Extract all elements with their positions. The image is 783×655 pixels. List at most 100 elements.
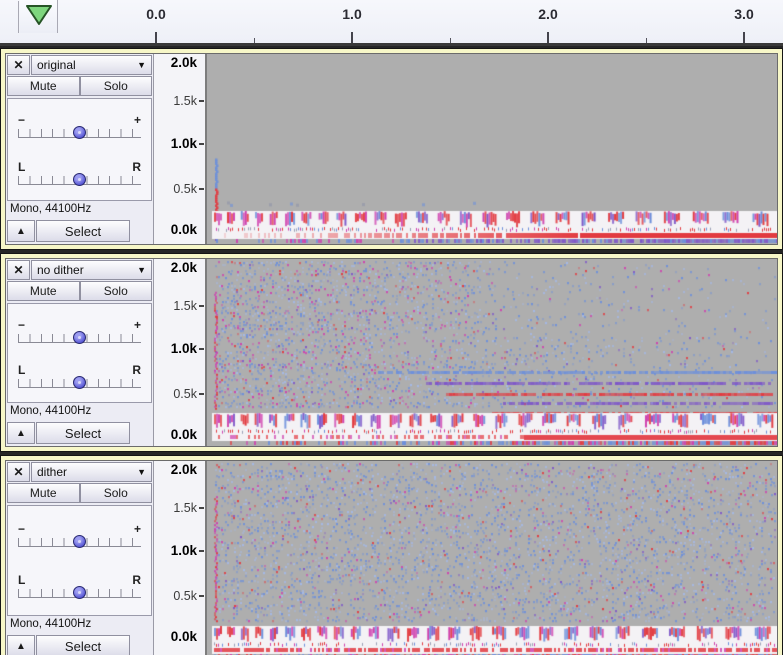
frequency-ruler[interactable]: 2.0k 1.5k 1.0k 0.5k 0.0k <box>154 461 207 655</box>
chevron-down-icon: ▼ <box>137 265 146 275</box>
track-title: dither <box>37 465 68 479</box>
pan-slider-thumb[interactable] <box>72 585 86 599</box>
gain-slider[interactable]: − + <box>18 318 141 348</box>
track-close-button[interactable]: ✕ <box>7 55 30 75</box>
pan-slider[interactable]: L R <box>18 573 141 603</box>
spectrogram-view[interactable] <box>207 259 777 446</box>
freq-tick <box>199 305 204 307</box>
slider-panel: − + L R <box>7 98 152 201</box>
freq-label: 1.0k <box>170 543 197 558</box>
ruler-left-divider <box>18 1 19 33</box>
solo-button[interactable]: Solo <box>79 76 152 96</box>
select-button[interactable]: Select <box>36 422 130 444</box>
collapse-track-button[interactable]: ▲ <box>7 635 35 655</box>
gain-slider-thumb[interactable] <box>72 126 86 140</box>
gain-slider-thumb[interactable] <box>72 535 86 549</box>
solo-button[interactable]: Solo <box>79 483 152 503</box>
solo-button[interactable]: Solo <box>79 281 152 301</box>
collapse-triangle-icon: ▲ <box>16 640 26 652</box>
chevron-down-icon: ▼ <box>137 60 146 70</box>
freq-tick <box>199 507 204 509</box>
pinned-play-marker-button[interactable] <box>20 0 58 33</box>
timeline-major-tick <box>351 32 353 43</box>
pan-left-label: L <box>18 159 26 174</box>
mute-button[interactable]: Mute <box>7 483 80 503</box>
frequency-ruler[interactable]: 2.0k 1.5k 1.0k 0.5k 0.0k <box>154 54 207 244</box>
track-title-button[interactable]: no dither ▼ <box>31 260 152 280</box>
track-title: no dither <box>37 263 84 277</box>
select-button[interactable]: Select <box>36 220 130 242</box>
gain-slider-track[interactable] <box>18 126 141 140</box>
pan-slider-thumb[interactable] <box>72 375 86 389</box>
spectrogram-view[interactable] <box>207 461 777 655</box>
track-title: original <box>37 58 76 72</box>
pan-slider[interactable]: L R <box>18 160 141 190</box>
freq-tick <box>199 348 204 350</box>
spectrogram-view[interactable] <box>207 54 777 244</box>
freq-label: 1.5k <box>173 501 197 515</box>
spectrogram-canvas[interactable] <box>207 54 777 244</box>
gain-slider-thumb[interactable] <box>72 330 86 344</box>
gain-min-label: − <box>18 522 26 537</box>
spectrogram-canvas[interactable] <box>207 259 777 446</box>
freq-label: 1.0k <box>170 136 197 151</box>
freq-label: 2.0k <box>170 55 197 70</box>
gain-slider[interactable]: − + <box>18 522 141 552</box>
track-title-button[interactable]: dither ▼ <box>31 462 152 482</box>
timeline-time-label: 2.0 <box>538 6 558 22</box>
close-icon: ✕ <box>13 263 24 277</box>
gain-max-label: + <box>133 317 141 332</box>
mute-button[interactable]: Mute <box>7 76 80 96</box>
timeline-ruler[interactable]: 0.0 1.0 2.0 3.0 <box>0 0 783 46</box>
gain-slider-track[interactable] <box>18 330 141 344</box>
freq-label: 2.0k <box>170 260 197 275</box>
timeline-major-tick <box>155 32 157 43</box>
gain-slider-track[interactable] <box>18 535 141 549</box>
pan-slider[interactable]: L R <box>18 363 141 393</box>
pan-slider-track[interactable] <box>18 585 141 599</box>
collapse-track-button[interactable]: ▲ <box>7 220 35 242</box>
pan-right-label: R <box>132 159 141 174</box>
timeline-major-tick <box>743 32 745 43</box>
timeline-time-label: 0.0 <box>146 6 166 22</box>
slider-panel: − + L R <box>7 505 152 616</box>
collapse-track-button[interactable]: ▲ <box>7 422 35 444</box>
freq-tick <box>199 188 204 190</box>
gain-max-label: + <box>133 522 141 537</box>
spectrogram-canvas[interactable] <box>207 461 777 655</box>
timeline-time-label: 1.0 <box>342 6 362 22</box>
collapse-triangle-icon: ▲ <box>16 225 26 237</box>
frequency-ruler[interactable]: 2.0k 1.5k 1.0k 0.5k 0.0k <box>154 259 207 446</box>
freq-tick <box>199 595 204 597</box>
timeline-minor-tick <box>646 38 647 43</box>
track-close-button[interactable]: ✕ <box>7 260 30 280</box>
freq-label: 0.5k <box>173 387 197 401</box>
freq-label: 0.0k <box>170 629 197 644</box>
slider-panel: − + L R <box>7 303 152 403</box>
track-title-button[interactable]: original ▼ <box>31 55 152 75</box>
pan-slider-track[interactable] <box>18 172 141 186</box>
pan-left-label: L <box>18 362 26 377</box>
freq-tick <box>199 550 204 552</box>
track-format-info: Mono, 44100Hz <box>10 405 92 417</box>
gain-slider[interactable]: − + <box>18 113 141 143</box>
freq-label: 1.5k <box>173 94 197 108</box>
pan-slider-thumb[interactable] <box>72 172 86 186</box>
track-control-panel: ✕ original ▼ Mute Solo − + <box>6 54 154 244</box>
pan-slider-track[interactable] <box>18 375 141 389</box>
freq-label: 2.0k <box>170 462 197 477</box>
select-button[interactable]: Select <box>36 635 130 655</box>
chevron-down-icon: ▼ <box>137 467 146 477</box>
freq-label: 1.0k <box>170 341 197 356</box>
track-original: ✕ original ▼ Mute Solo − + <box>0 48 783 250</box>
mute-button[interactable]: Mute <box>7 281 80 301</box>
timeline-time-label: 3.0 <box>734 6 754 22</box>
pan-left-label: L <box>18 572 26 587</box>
gain-min-label: − <box>18 113 26 128</box>
track-format-info: Mono, 44100Hz <box>10 618 92 630</box>
freq-label: 0.0k <box>170 427 197 442</box>
close-icon: ✕ <box>13 58 24 72</box>
close-icon: ✕ <box>13 465 24 479</box>
track-close-button[interactable]: ✕ <box>7 462 30 482</box>
gain-max-label: + <box>133 113 141 128</box>
